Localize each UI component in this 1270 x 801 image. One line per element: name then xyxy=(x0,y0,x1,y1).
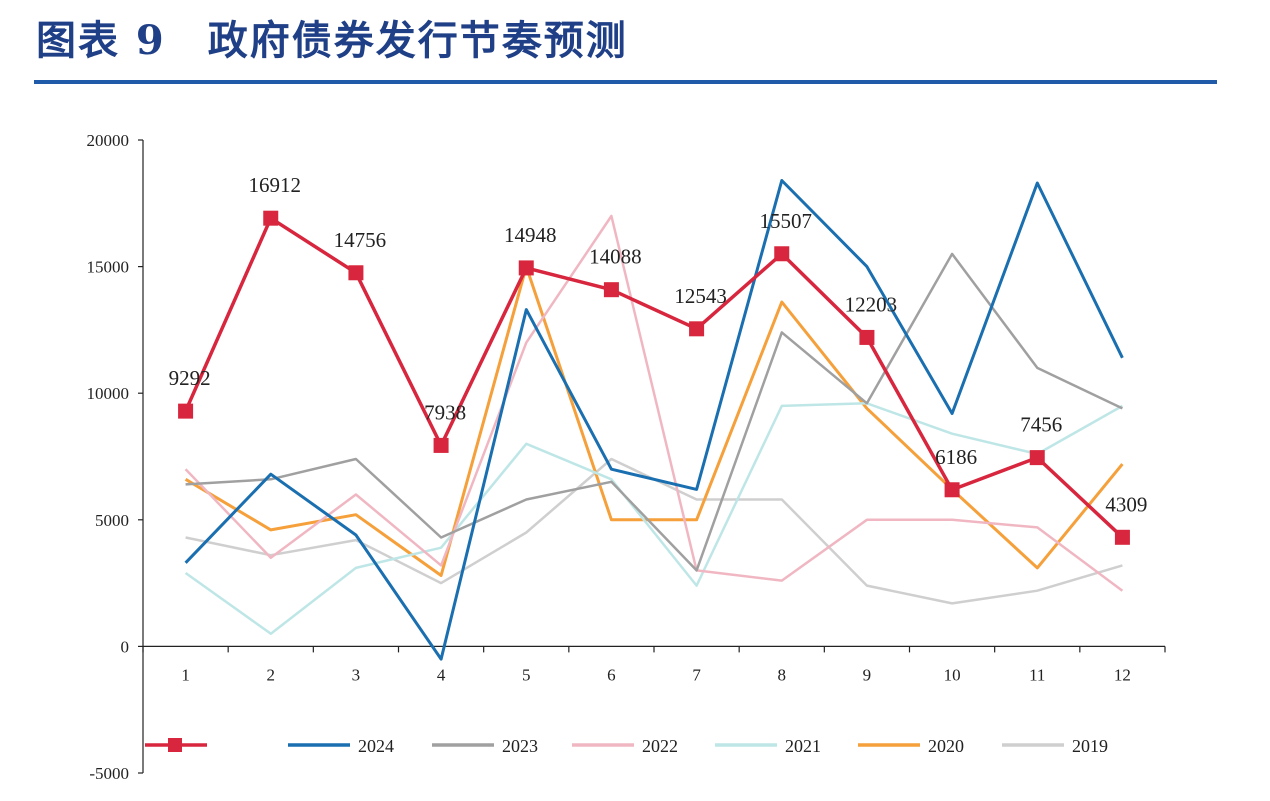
x-tick-label: 8 xyxy=(778,665,787,684)
data-label: 12543 xyxy=(674,284,727,308)
data-label: 15507 xyxy=(760,209,813,233)
title-rule xyxy=(34,80,1217,84)
legend-label: 2022 xyxy=(642,736,678,756)
x-tick-label: 3 xyxy=(352,665,361,684)
data-label: 7938 xyxy=(424,400,466,424)
y-tick-label: 10000 xyxy=(87,384,130,403)
data-point-marker xyxy=(944,482,960,498)
legend-label: 2020 xyxy=(928,736,964,756)
data-label: 4309 xyxy=(1105,492,1147,516)
series-line-2024 xyxy=(184,179,1124,661)
y-tick-label: -5000 xyxy=(89,764,129,783)
data-point-marker xyxy=(603,282,619,298)
data-point-marker xyxy=(774,246,790,262)
data-label: 9292 xyxy=(169,366,211,390)
y-tick-label: 5000 xyxy=(95,511,129,530)
legend-label: 2023 xyxy=(502,736,538,756)
series-line-2020 xyxy=(184,265,1124,577)
data-label: 7456 xyxy=(1020,413,1062,437)
legend-label: 2019 xyxy=(1072,736,1108,756)
x-tick-label: 10 xyxy=(944,665,961,684)
y-tick-label: 15000 xyxy=(87,258,130,277)
legend-marker xyxy=(168,738,182,752)
data-label: 14756 xyxy=(334,228,387,252)
data-point-marker xyxy=(433,437,449,453)
x-tick-label: 2 xyxy=(267,665,276,684)
data-point-marker xyxy=(518,260,534,276)
data-point-marker xyxy=(1114,529,1130,545)
x-tick-label: 4 xyxy=(437,665,446,684)
data-point-marker xyxy=(348,265,364,281)
legend-label: 2024 xyxy=(358,736,394,756)
data-label: 14088 xyxy=(589,245,642,269)
x-tick-label: 12 xyxy=(1114,665,1131,684)
x-tick-label: 11 xyxy=(1029,665,1045,684)
data-point-marker xyxy=(859,329,875,345)
x-tick-label: 6 xyxy=(607,665,616,684)
data-point-marker xyxy=(263,210,279,226)
data-label: 12203 xyxy=(845,292,898,316)
data-label: 14948 xyxy=(504,223,557,247)
data-point-marker xyxy=(1029,450,1045,466)
series-line-highlight xyxy=(183,216,1124,539)
x-tick-label: 9 xyxy=(863,665,872,684)
x-tick-label: 1 xyxy=(181,665,190,684)
data-point-marker xyxy=(689,321,705,337)
series-line-2021 xyxy=(184,402,1124,635)
y-tick-label: 0 xyxy=(121,637,130,656)
data-point-marker xyxy=(178,403,194,419)
x-tick-label: 5 xyxy=(522,665,531,684)
page-title: 图表 9 政府债券发行节奏预测 xyxy=(36,17,628,64)
legend-label: 2021 xyxy=(785,736,821,756)
x-tick-label: 7 xyxy=(692,665,701,684)
data-label: 6186 xyxy=(935,445,977,469)
series-line-2023 xyxy=(185,252,1123,572)
y-tick-label: 20000 xyxy=(87,131,130,150)
data-label: 16912 xyxy=(249,173,302,197)
series-line-2022 xyxy=(184,214,1124,592)
